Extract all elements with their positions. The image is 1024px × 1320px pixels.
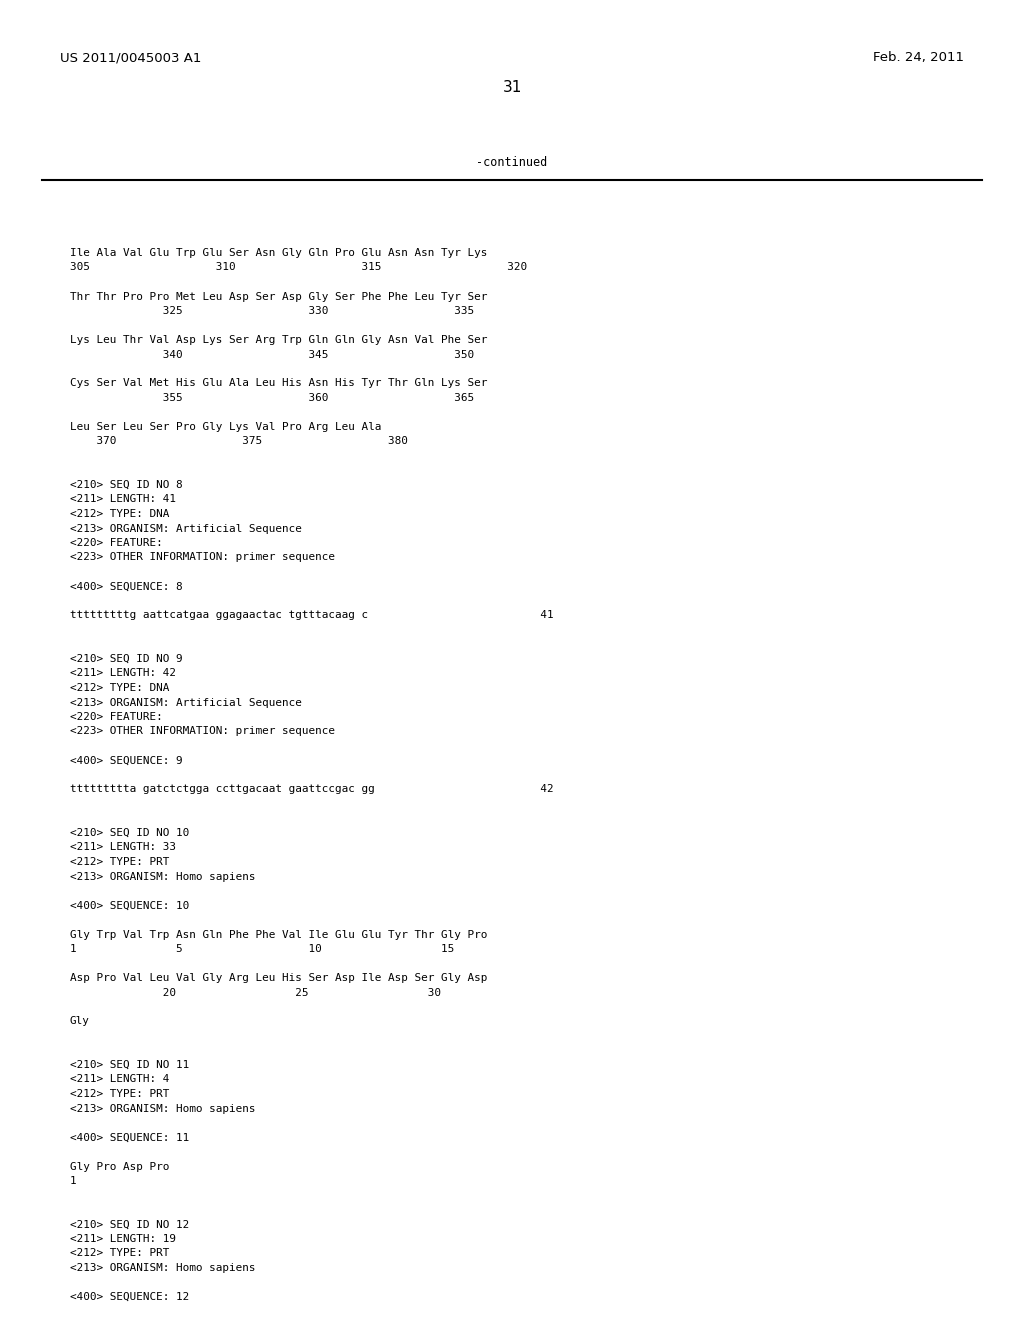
Text: Cys Ser Val Met His Glu Ala Leu His Asn His Tyr Thr Gln Lys Ser: Cys Ser Val Met His Glu Ala Leu His Asn …: [70, 379, 487, 388]
Text: Lys Leu Thr Val Asp Lys Ser Arg Trp Gln Gln Gly Asn Val Phe Ser: Lys Leu Thr Val Asp Lys Ser Arg Trp Gln …: [70, 335, 487, 345]
Text: 325                   330                   335: 325 330 335: [70, 306, 474, 315]
Text: Ile Ala Val Glu Trp Glu Ser Asn Gly Gln Pro Glu Asn Asn Tyr Lys: Ile Ala Val Glu Trp Glu Ser Asn Gly Gln …: [70, 248, 487, 257]
Text: Thr Thr Pro Pro Met Leu Asp Ser Asp Gly Ser Phe Phe Leu Tyr Ser: Thr Thr Pro Pro Met Leu Asp Ser Asp Gly …: [70, 292, 487, 301]
Text: <211> LENGTH: 4: <211> LENGTH: 4: [70, 1074, 169, 1085]
Text: -continued: -continued: [476, 157, 548, 169]
Text: <212> TYPE: PRT: <212> TYPE: PRT: [70, 1089, 169, 1100]
Text: 355                   360                   365: 355 360 365: [70, 393, 474, 403]
Text: <213> ORGANISM: Artificial Sequence: <213> ORGANISM: Artificial Sequence: [70, 697, 301, 708]
Text: Feb. 24, 2011: Feb. 24, 2011: [873, 51, 964, 65]
Text: 1               5                   10                  15: 1 5 10 15: [70, 944, 454, 954]
Text: <212> TYPE: DNA: <212> TYPE: DNA: [70, 682, 169, 693]
Text: <220> FEATURE:: <220> FEATURE:: [70, 711, 163, 722]
Text: <220> FEATURE:: <220> FEATURE:: [70, 539, 163, 548]
Text: <212> TYPE: PRT: <212> TYPE: PRT: [70, 1249, 169, 1258]
Text: Gly Pro Asp Pro: Gly Pro Asp Pro: [70, 1162, 169, 1172]
Text: <400> SEQUENCE: 11: <400> SEQUENCE: 11: [70, 1133, 188, 1143]
Text: <210> SEQ ID NO 10: <210> SEQ ID NO 10: [70, 828, 188, 838]
Text: ttttttttta gatctctgga ccttgacaat gaattccgac gg                         42: ttttttttta gatctctgga ccttgacaat gaattcc…: [70, 784, 553, 795]
Text: <400> SEQUENCE: 9: <400> SEQUENCE: 9: [70, 755, 182, 766]
Text: <223> OTHER INFORMATION: primer sequence: <223> OTHER INFORMATION: primer sequence: [70, 553, 335, 562]
Text: <212> TYPE: DNA: <212> TYPE: DNA: [70, 510, 169, 519]
Text: <223> OTHER INFORMATION: primer sequence: <223> OTHER INFORMATION: primer sequence: [70, 726, 335, 737]
Text: <211> LENGTH: 19: <211> LENGTH: 19: [70, 1234, 176, 1243]
Text: <400> SEQUENCE: 10: <400> SEQUENCE: 10: [70, 900, 188, 911]
Text: US 2011/0045003 A1: US 2011/0045003 A1: [60, 51, 202, 65]
Text: <213> ORGANISM: Artificial Sequence: <213> ORGANISM: Artificial Sequence: [70, 524, 301, 533]
Text: <210> SEQ ID NO 8: <210> SEQ ID NO 8: [70, 480, 182, 490]
Text: <400> SEQUENCE: 8: <400> SEQUENCE: 8: [70, 582, 182, 591]
Text: 340                   345                   350: 340 345 350: [70, 350, 474, 359]
Text: <211> LENGTH: 41: <211> LENGTH: 41: [70, 495, 176, 504]
Text: <211> LENGTH: 42: <211> LENGTH: 42: [70, 668, 176, 678]
Text: 20                  25                  30: 20 25 30: [70, 987, 440, 998]
Text: Gly Trp Val Trp Asn Gln Phe Phe Val Ile Glu Glu Tyr Thr Gly Pro: Gly Trp Val Trp Asn Gln Phe Phe Val Ile …: [70, 929, 487, 940]
Text: Asp Pro Val Leu Val Gly Arg Leu His Ser Asp Ile Asp Ser Gly Asp: Asp Pro Val Leu Val Gly Arg Leu His Ser …: [70, 973, 487, 983]
Text: <210> SEQ ID NO 12: <210> SEQ ID NO 12: [70, 1220, 188, 1229]
Text: <212> TYPE: PRT: <212> TYPE: PRT: [70, 857, 169, 867]
Text: 31: 31: [503, 81, 521, 95]
Text: tttttttttg aattcatgaa ggagaactac tgtttacaag c                          41: tttttttttg aattcatgaa ggagaactac tgtttac…: [70, 610, 553, 620]
Text: <400> SEQUENCE: 12: <400> SEQUENCE: 12: [70, 1292, 188, 1302]
Text: <213> ORGANISM: Homo sapiens: <213> ORGANISM: Homo sapiens: [70, 871, 255, 882]
Text: <210> SEQ ID NO 9: <210> SEQ ID NO 9: [70, 653, 182, 664]
Text: Leu Ser Leu Ser Pro Gly Lys Val Pro Arg Leu Ala: Leu Ser Leu Ser Pro Gly Lys Val Pro Arg …: [70, 422, 381, 432]
Text: 1: 1: [70, 1176, 76, 1185]
Text: <213> ORGANISM: Homo sapiens: <213> ORGANISM: Homo sapiens: [70, 1104, 255, 1114]
Text: <211> LENGTH: 33: <211> LENGTH: 33: [70, 842, 176, 853]
Text: <213> ORGANISM: Homo sapiens: <213> ORGANISM: Homo sapiens: [70, 1263, 255, 1272]
Text: Gly: Gly: [70, 1016, 89, 1027]
Text: 370                   375                   380: 370 375 380: [70, 437, 408, 446]
Text: <210> SEQ ID NO 11: <210> SEQ ID NO 11: [70, 1060, 188, 1071]
Text: 305                   310                   315                   320: 305 310 315 320: [70, 263, 526, 272]
